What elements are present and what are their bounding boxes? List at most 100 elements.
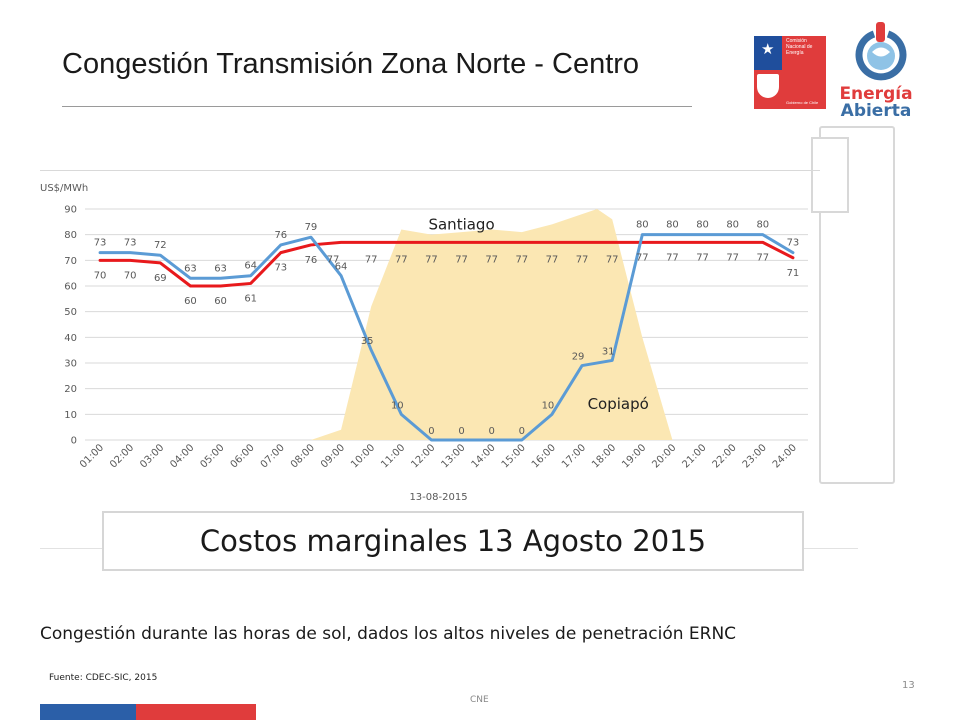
santiago-data-label: 60 (214, 296, 227, 307)
logo-line-2: Nacional de (786, 44, 813, 50)
y-tick-label: 10 (64, 410, 77, 421)
santiago-data-label: 69 (154, 273, 167, 284)
santiago-data-label: 61 (244, 293, 257, 304)
logo-text: Comisión Nacional de Energía (786, 38, 812, 56)
x-tick-label: 13:00 (440, 442, 468, 470)
y-tick-label: 40 (64, 333, 77, 344)
copiapo-series-name: Copiapó (588, 395, 649, 413)
santiago-data-label: 73 (274, 263, 287, 274)
copiapo-data-label: 10 (391, 400, 404, 411)
x-tick-label: 23:00 (741, 442, 769, 470)
copiapo-data-label: 80 (726, 220, 739, 231)
santiago-data-label: 76 (305, 255, 318, 266)
copiapo-data-label: 35 (361, 336, 374, 347)
x-tick-label: 05:00 (199, 442, 227, 470)
y-axis-label: US$/MWh (40, 183, 88, 194)
santiago-data-label: 77 (395, 254, 408, 265)
copiapo-data-label: 0 (489, 426, 495, 437)
copiapo-data-label: 63 (214, 263, 227, 274)
logo-line-3: Energía (786, 50, 804, 56)
copiapo-data-label: 80 (756, 220, 769, 231)
santiago-data-label: 77 (726, 252, 739, 263)
santiago-data-label: 77 (666, 252, 679, 263)
x-tick-label: 15:00 (500, 442, 528, 470)
santiago-data-label: 77 (546, 254, 559, 265)
decorative-frame (819, 126, 895, 484)
x-tick-label: 06:00 (229, 442, 257, 470)
x-tick-label: 24:00 (771, 442, 799, 470)
y-tick-label: 80 (64, 230, 77, 241)
santiago-data-label: 77 (327, 254, 340, 265)
x-tick-label: 12:00 (409, 442, 437, 470)
y-tick-label: 50 (64, 307, 77, 318)
y-tick-label: 0 (71, 436, 77, 447)
copiapo-data-label: 72 (154, 240, 167, 251)
santiago-data-label: 77 (365, 254, 378, 265)
copiapo-data-label: 0 (458, 426, 464, 437)
slide-title: Congestión Transmisión Zona Norte - Cent… (62, 48, 640, 80)
page-number: 13 (902, 680, 915, 691)
marginal-cost-chart: 0 10 20 30 40 50 60 70 80 90 US$/MWh 01:00 02:00 03:0… (40, 183, 808, 503)
santiago-data-label: 77 (576, 254, 589, 265)
x-tick-label: 17:00 (560, 442, 588, 470)
santiago-series-name: Santiago (428, 216, 494, 234)
santiago-data-label: 77 (425, 254, 438, 265)
x-tick-label: 21:00 (681, 442, 709, 470)
brand-line-2: Abierta (840, 101, 912, 121)
y-tick-label: 90 (64, 205, 77, 216)
x-tick-label: 22:00 (711, 442, 739, 470)
x-axis-label: 13-08-2015 (409, 492, 467, 503)
x-tick-label: 20:00 (650, 442, 678, 470)
copiapo-data-label: 64 (244, 261, 257, 272)
x-tick-label: 02:00 (108, 442, 136, 470)
santiago-data-label: 77 (515, 254, 528, 265)
solar-generation-area (310, 209, 673, 440)
copiapo-data-label: 73 (124, 238, 137, 249)
x-tick-label: 19:00 (620, 442, 648, 470)
santiago-series-line (98, 240, 795, 288)
santiago-data-label: 70 (124, 270, 137, 281)
copiapo-data-label: 76 (274, 230, 287, 241)
x-tick-label: 04:00 (168, 442, 196, 470)
footer-bar-blue (40, 704, 136, 720)
copiapo-data-label: 80 (696, 220, 709, 231)
copiapo-data-label: 10 (542, 400, 555, 411)
y-tick-label: 60 (64, 282, 77, 293)
x-tick-label: 09:00 (319, 442, 347, 470)
congestion-note: Congestión durante las horas de sol, dad… (40, 624, 737, 644)
copiapo-data-label: 64 (335, 262, 348, 273)
x-tick-label: 16:00 (530, 442, 558, 470)
footer-bar-red (136, 704, 256, 720)
santiago-data-label: 77 (696, 252, 709, 263)
logo-blue-block (754, 36, 782, 70)
copiapo-data-label: 80 (636, 220, 649, 231)
caption-text: Costos marginales 13 Agosto 2015 (199, 524, 707, 558)
x-tick-label: 10:00 (349, 442, 377, 470)
coat-of-arms-icon (757, 74, 779, 98)
x-tick-label: 07:00 (259, 442, 287, 470)
source-note: Fuente: CDEC-SIC, 2015 (49, 673, 158, 683)
logo-line-1: Comisión (786, 38, 807, 44)
title-underline (62, 106, 692, 107)
copiapo-series-line (98, 233, 795, 442)
copiapo-data-label: 0 (428, 426, 434, 437)
santiago-data-label: 77 (606, 254, 619, 265)
y-tick-label: 20 (64, 384, 77, 395)
santiago-data-label: 77 (636, 252, 649, 263)
y-tick-label: 30 (64, 359, 77, 370)
x-tick-label: 14:00 (470, 442, 498, 470)
copiapo-data-label: 73 (94, 238, 107, 249)
x-tick-label: 18:00 (590, 442, 618, 470)
logo-footer-text: Gobierno de Chile (786, 100, 819, 105)
santiago-data-label: 77 (756, 252, 769, 263)
x-tick-label: 03:00 (138, 442, 166, 470)
x-tick-label: 11:00 (379, 442, 407, 470)
gobierno-de-chile-logo: ★ Comisión Nacional de Energía Gobierno … (754, 36, 826, 109)
x-tick-label: 08:00 (289, 442, 317, 470)
copiapo-data-label: 73 (787, 238, 800, 249)
santiago-data-label: 71 (787, 268, 800, 279)
santiago-data-label: 70 (94, 270, 107, 281)
copiapo-data-label: 29 (572, 352, 585, 363)
copiapo-data-label: 63 (184, 263, 197, 274)
copiapo-data-label: 31 (602, 346, 615, 357)
